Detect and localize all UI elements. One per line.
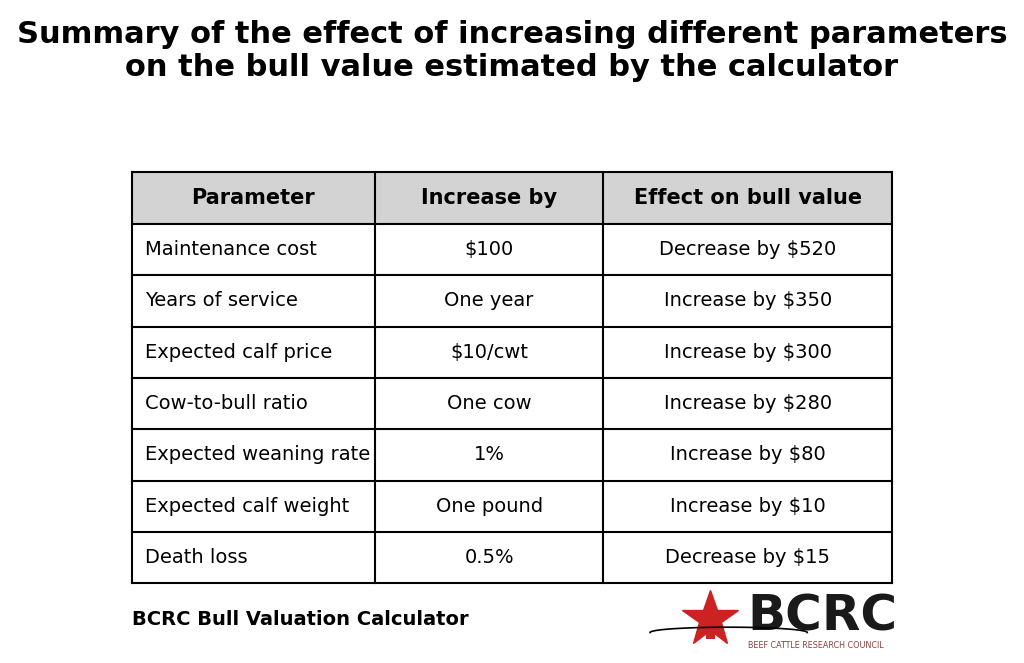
Text: 1%: 1% (474, 446, 505, 465)
Text: Expected weaning rate: Expected weaning rate (144, 446, 370, 465)
Text: Maintenance cost: Maintenance cost (144, 240, 316, 259)
Text: $10/cwt: $10/cwt (451, 343, 528, 362)
Text: Parameter: Parameter (191, 188, 315, 208)
Text: Years of service: Years of service (144, 291, 298, 310)
Text: Increase by $300: Increase by $300 (664, 343, 831, 362)
Text: $100: $100 (465, 240, 514, 259)
Text: Death loss: Death loss (144, 548, 248, 568)
Text: BCRC Bull Valuation Calculator: BCRC Bull Valuation Calculator (132, 611, 468, 629)
Bar (132, 481, 892, 532)
Text: Increase by: Increase by (421, 188, 557, 208)
Text: Cow-to-bull ratio: Cow-to-bull ratio (144, 394, 307, 413)
Text: Expected calf weight: Expected calf weight (144, 497, 349, 516)
Bar (132, 532, 892, 583)
Text: One year: One year (444, 291, 534, 310)
Bar (132, 378, 892, 430)
Text: Effect on bull value: Effect on bull value (634, 188, 862, 208)
Text: 0.5%: 0.5% (464, 548, 514, 568)
Text: BCRC: BCRC (748, 593, 898, 640)
Text: Increase by $280: Increase by $280 (664, 394, 831, 413)
Text: BEEF CATTLE RESEARCH COUNCIL: BEEF CATTLE RESEARCH COUNCIL (748, 641, 884, 650)
Text: Decrease by $15: Decrease by $15 (666, 548, 830, 568)
Text: One cow: One cow (446, 394, 531, 413)
Text: Increase by $80: Increase by $80 (670, 446, 825, 465)
Bar (132, 275, 892, 327)
Bar (132, 327, 892, 378)
Text: Summary of the effect of increasing different parameters
on the bull value estim: Summary of the effect of increasing diff… (16, 20, 1008, 82)
Text: Decrease by $520: Decrease by $520 (659, 240, 837, 259)
Bar (132, 224, 892, 275)
Bar (132, 172, 892, 224)
Text: One pound: One pound (435, 497, 543, 516)
Text: Increase by $10: Increase by $10 (670, 497, 825, 516)
Text: Increase by $350: Increase by $350 (664, 291, 831, 310)
Bar (132, 430, 892, 481)
Text: Expected calf price: Expected calf price (144, 343, 332, 362)
Bar (707, 627, 715, 639)
